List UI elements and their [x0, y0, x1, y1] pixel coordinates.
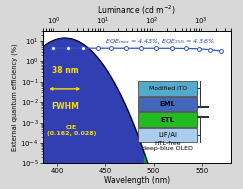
Bar: [138, 81, 197, 96]
Bar: [138, 112, 197, 127]
Text: FWHM: FWHM: [51, 102, 79, 111]
Text: CIE
(0.162, 0.028): CIE (0.162, 0.028): [47, 125, 96, 136]
X-axis label: Luminance (cd m$^{-2}$): Luminance (cd m$^{-2}$): [97, 3, 176, 17]
X-axis label: Wavelength (nm): Wavelength (nm): [104, 176, 170, 185]
Text: EML: EML: [160, 101, 176, 107]
Text: HTL-free
deep-blue OLED: HTL-free deep-blue OLED: [142, 140, 193, 151]
Text: Modified ITO: Modified ITO: [148, 86, 187, 91]
Text: LiF/Al: LiF/Al: [158, 132, 177, 138]
Bar: [138, 128, 197, 143]
Y-axis label: External quantum efficiency (%): External quantum efficiency (%): [11, 43, 18, 151]
Text: EQE$_{max}$ = 4.43%, EQE$_{250}$ = 4.36%: EQE$_{max}$ = 4.43%, EQE$_{250}$ = 4.36%: [105, 37, 214, 46]
Text: ETL: ETL: [161, 117, 175, 122]
Text: 38 nm: 38 nm: [52, 66, 79, 75]
Bar: [138, 97, 197, 111]
